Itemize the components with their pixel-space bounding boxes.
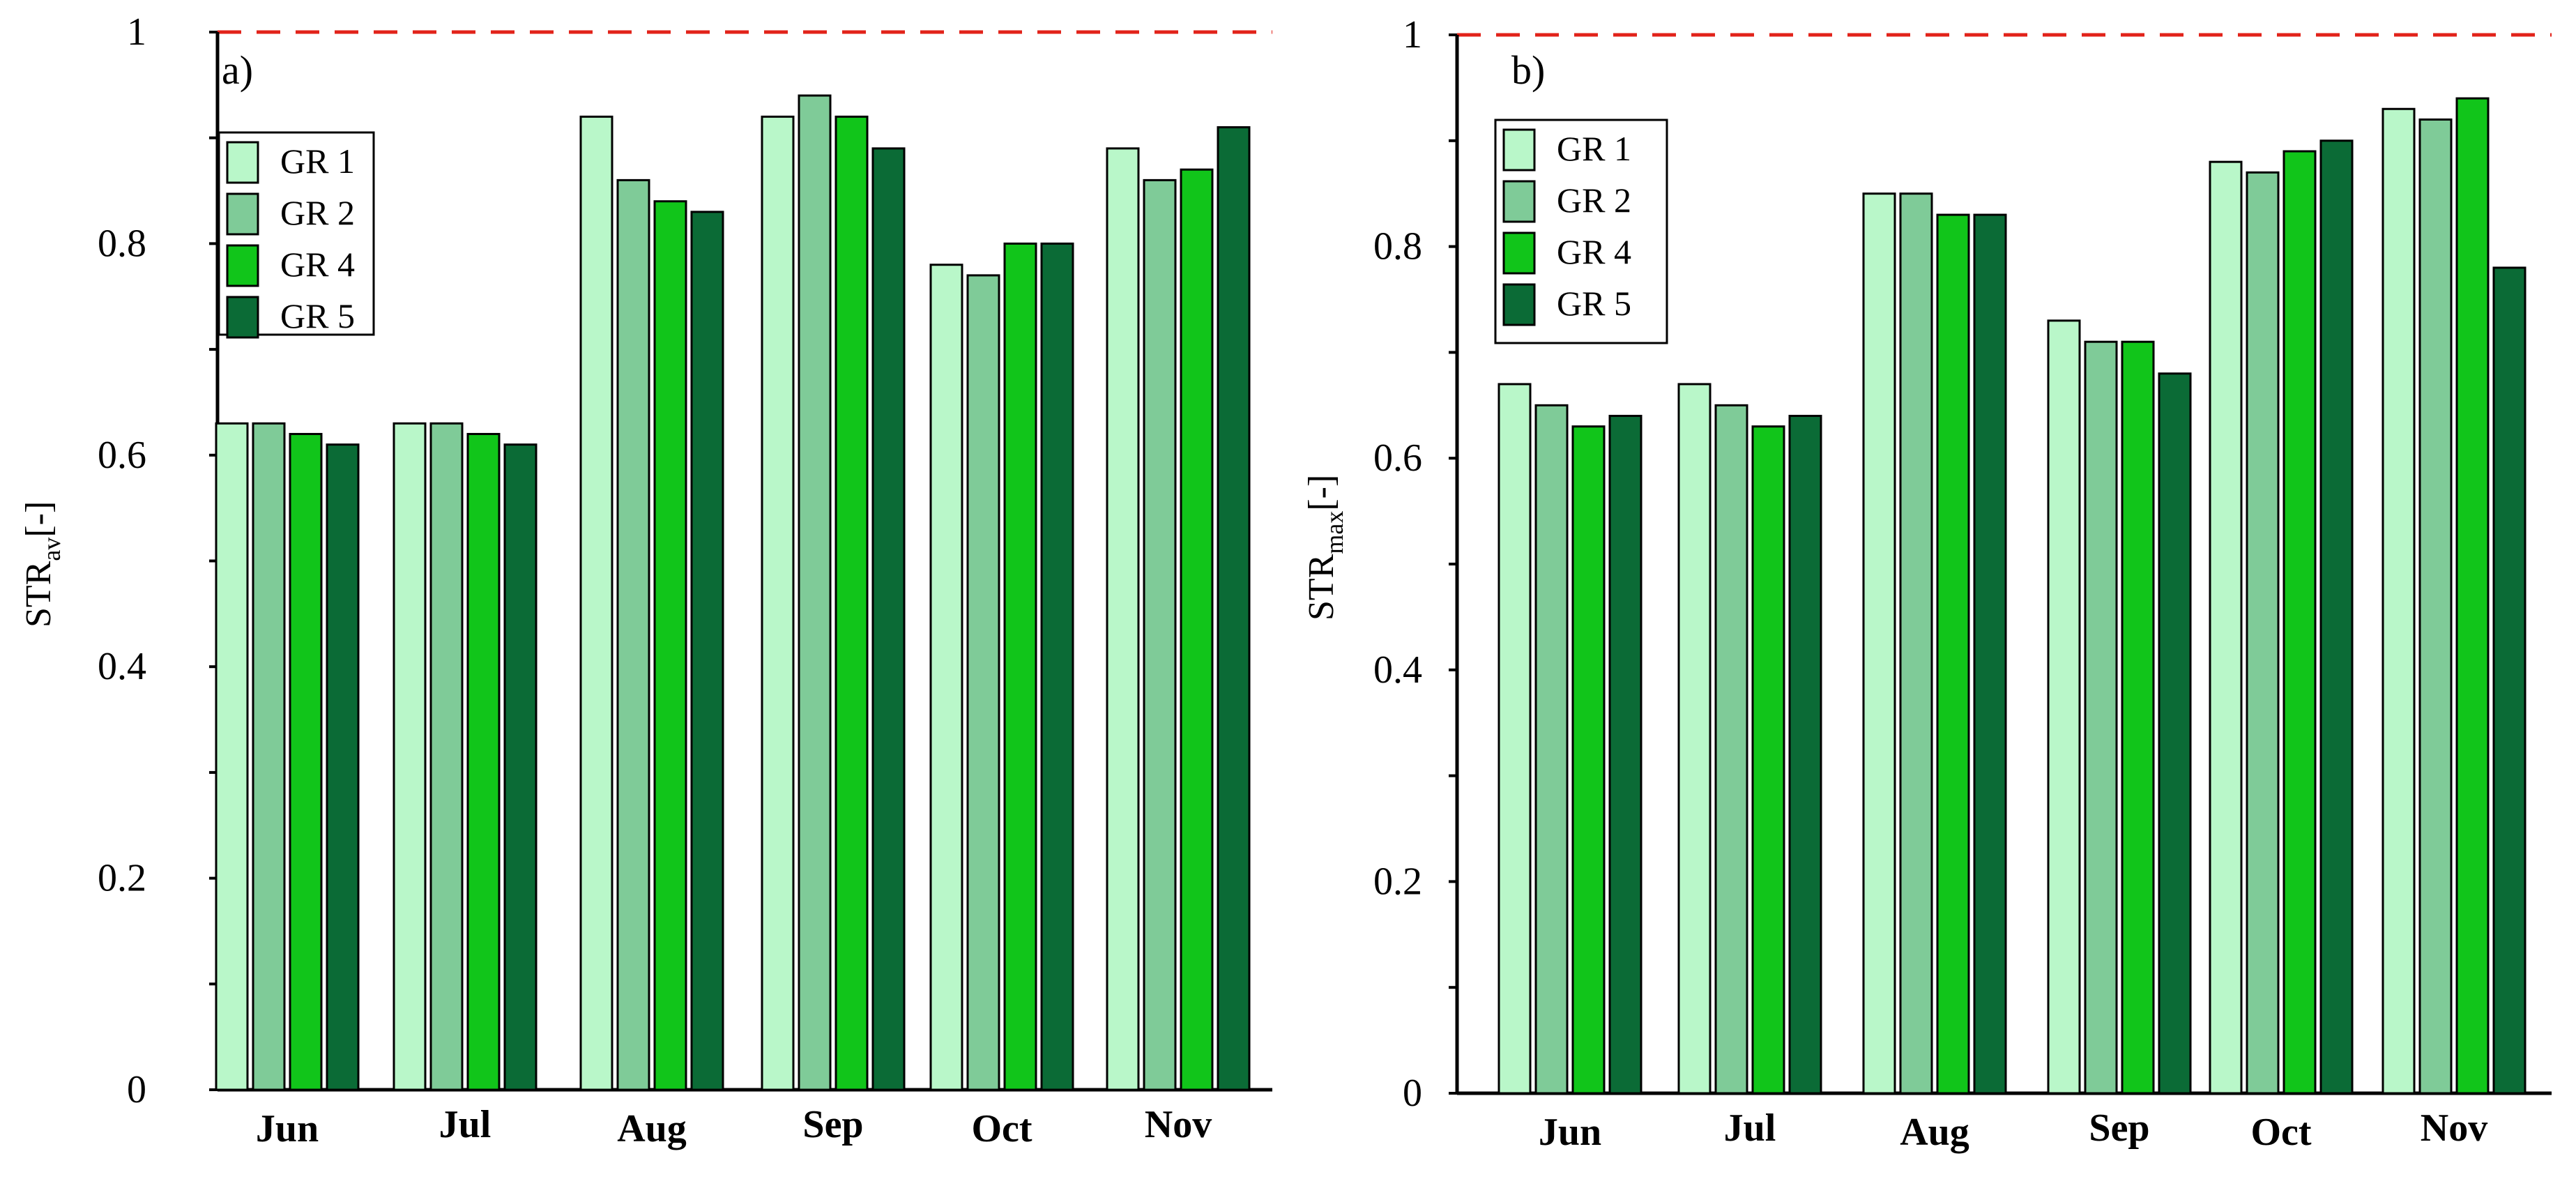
y-tick-label: 0 [127,1068,146,1111]
legend-swatch [226,192,259,236]
bar-jun-gr4 [1571,425,1606,1095]
x-tick-label: Jun [1539,1111,1601,1154]
bar-oct-gr5 [1040,242,1074,1091]
legend-swatch [1502,283,1536,326]
x-tick-label: Sep [2089,1106,2149,1150]
bar-sep-gr4 [2121,340,2155,1095]
legend-swatch [1502,231,1536,275]
bar-jun-gr2 [252,422,286,1091]
legend-label: GR 5 [1557,284,1631,323]
bar-aug-gr2 [616,178,650,1091]
bar-nov-gr2 [1143,178,1177,1091]
bar-jun-gr2 [1534,404,1569,1095]
bar-jul-gr2 [1714,404,1748,1095]
bar-jul-gr1 [1677,383,1712,1095]
y-tick-label: 0.2 [1373,860,1422,903]
bar-jun-gr5 [1608,414,1643,1095]
legend-label: GR 4 [1557,232,1631,271]
x-tick-label: Oct [2250,1111,2311,1154]
legend-swatch [1502,180,1536,223]
x-tick-label: Sep [802,1103,863,1146]
bar-sep-gr2 [798,94,832,1091]
bar-aug-gr5 [1973,213,2007,1095]
bar-oct-gr4 [1003,242,1037,1091]
bar-jun-gr4 [289,432,323,1091]
bar-oct-gr1 [2209,160,2243,1095]
bar-aug-gr1 [1862,192,1896,1095]
bar-sep-gr2 [2084,340,2118,1095]
legend: GR 1 GR 2 GR 4 GR 5 [218,131,375,339]
y-tick-label: 0.8 [98,222,146,265]
chart-panel-a: 0 0.2 0.4 0.6 0.8 1 Jun Jul Aug Sep Oct Nov a) STRav[… [19,10,1272,1150]
panel-label: b) [1511,47,1545,93]
bar-oct-gr1 [929,264,963,1091]
bar-jun-gr1 [215,422,249,1091]
legend-label: GR 2 [1557,181,1631,220]
bar-nov-gr5 [2492,266,2527,1095]
y-tick-label: 0.4 [98,645,146,688]
y-tick-label: 0.2 [98,857,146,900]
x-tick-label: Jun [256,1107,319,1150]
y-tick-label: 0.6 [98,434,146,477]
legend-label: GR 5 [280,296,355,335]
bar-jun-gr1 [1497,383,1532,1095]
x-tick-label: Nov [1145,1103,1212,1146]
bar-oct-gr5 [2319,139,2354,1095]
bar-jul-gr4 [466,432,501,1091]
y-tick-label: 0.8 [1373,225,1422,268]
bar-oct-gr2 [966,274,1000,1091]
bar-nov-gr1 [2381,107,2416,1095]
legend-swatch [226,244,259,287]
bar-oct-gr2 [2246,171,2280,1095]
legend-label: GR 4 [280,245,355,284]
panel-label: a) [222,47,253,93]
bar-jul-gr1 [393,422,427,1091]
bar-aug-gr4 [653,200,687,1091]
bar-nov-gr1 [1106,147,1140,1091]
bar-sep-gr4 [834,115,869,1091]
x-tick-label: Nov [2421,1106,2487,1150]
bar-aug-gr2 [1899,192,1933,1095]
legend-swatch [226,141,259,184]
legend-label: GR 2 [280,193,355,232]
legend-label: GR 1 [280,142,355,181]
x-tick-label: Aug [617,1107,687,1150]
x-tick-label: Oct [971,1107,1032,1150]
y-tick-label: 1 [127,10,146,54]
bar-nov-gr5 [1217,126,1251,1091]
bar-aug-gr5 [690,211,724,1091]
bar-jun-gr5 [326,443,360,1091]
bar-oct-gr4 [2282,150,2317,1095]
y-tick-label: 1 [1403,13,1422,56]
x-tick-label: Jul [1724,1106,1776,1150]
bar-sep-gr5 [2158,372,2192,1095]
y-tick-label: 0.6 [1373,436,1422,480]
bar-aug-gr4 [1936,213,1970,1095]
bar-jul-gr4 [1751,425,1785,1095]
legend-swatch [1502,128,1536,172]
bar-nov-gr4 [1180,168,1214,1091]
y-tick-label: 0.4 [1373,648,1422,692]
y-tick-label: 0 [1403,1072,1422,1115]
bar-nov-gr4 [2455,97,2490,1095]
y-axis-label: STRmax[-] [1302,475,1348,621]
legend: GR 1 GR 2 GR 4 GR 5 [1494,119,1668,344]
x-tick-label: Jul [439,1103,491,1146]
bar-jul-gr2 [429,422,464,1091]
bar-jul-gr5 [1788,414,1822,1095]
bar-nov-gr2 [2418,118,2453,1095]
legend-label: GR 1 [1557,129,1631,168]
bar-sep-gr1 [761,115,795,1091]
legend-swatch [226,296,259,339]
bar-sep-gr1 [2047,319,2081,1095]
bar-aug-gr1 [579,115,613,1091]
y-axis-label: STRav[-] [19,501,66,627]
bar-jul-gr5 [503,443,538,1091]
x-tick-label: Aug [1900,1111,1969,1154]
bar-sep-gr5 [871,147,906,1091]
chart-panel-b: 0 0.2 0.4 0.6 0.8 1 Jun Jul Aug Sep Oct Nov b) STRmax… [1302,13,2552,1154]
